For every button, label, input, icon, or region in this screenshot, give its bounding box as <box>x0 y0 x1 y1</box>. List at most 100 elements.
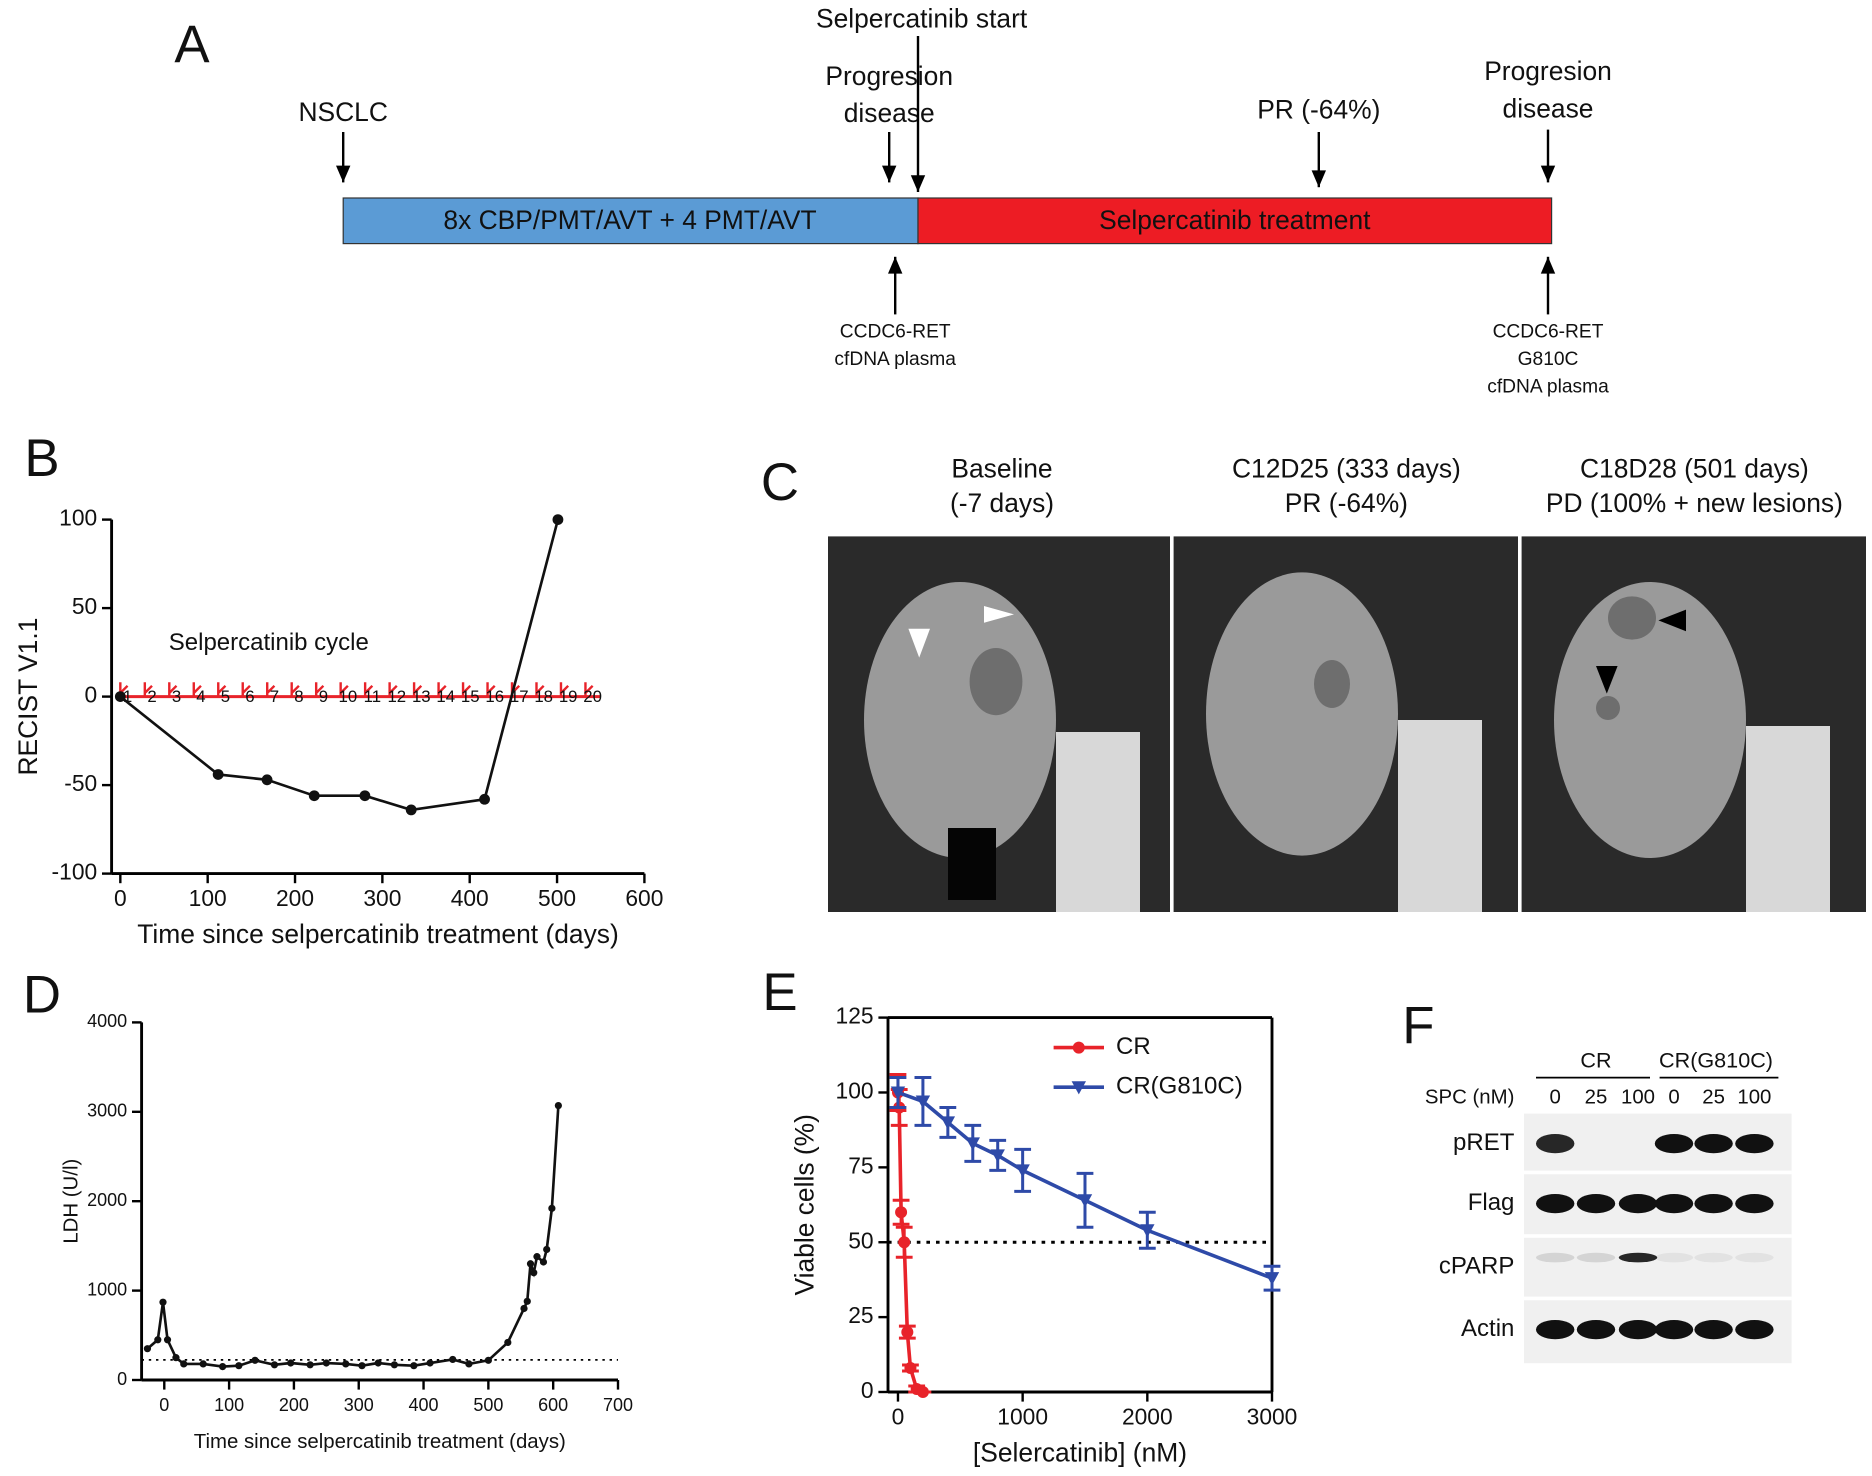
cycle-label: 7 <box>270 687 279 706</box>
event-label: G810C <box>1518 349 1579 370</box>
y-tick-label: 50 <box>848 1227 873 1253</box>
cycle-label: 6 <box>245 687 254 706</box>
phase-bar <box>342 197 919 245</box>
data-point <box>539 1258 548 1266</box>
cycle-label: 8 <box>294 687 303 706</box>
x-tick-label: 400 <box>409 1395 439 1415</box>
data-point <box>901 1326 914 1339</box>
arrow-head <box>1540 256 1556 274</box>
cycle-marker <box>461 682 472 697</box>
blot-band <box>1618 1252 1658 1263</box>
data-point <box>552 514 564 525</box>
row-label: Actin <box>1461 1315 1514 1342</box>
data-point <box>449 1355 457 1364</box>
x-tick-label: 0 <box>114 885 127 911</box>
phase-bar <box>917 197 1553 245</box>
cycle-label: 18 <box>534 687 553 706</box>
panel-label: E <box>762 963 797 1022</box>
data-point <box>270 1361 279 1369</box>
blot-band <box>1654 1194 1694 1214</box>
x-axis-label: Time since selpercatinib treatment (days… <box>137 919 619 949</box>
blot-band <box>1618 1320 1658 1340</box>
data-point <box>1015 1164 1030 1178</box>
cycle-marker <box>388 682 398 697</box>
arrow-head <box>336 165 351 183</box>
data-point <box>154 1336 162 1344</box>
data-point <box>159 1298 167 1306</box>
data-point <box>895 1206 908 1219</box>
x-tick-label: 2000 <box>1122 1403 1173 1429</box>
data-point <box>199 1360 207 1368</box>
data-point <box>533 1253 541 1261</box>
panel-label: D <box>23 965 61 1024</box>
cycle-label: 19 <box>559 687 578 706</box>
cycle-label: 4 <box>196 687 205 706</box>
legend-marker <box>1072 1041 1085 1054</box>
data-point <box>990 1149 1005 1163</box>
x-tick-label: 500 <box>538 885 576 911</box>
data-point <box>358 1362 366 1370</box>
data-point <box>940 1116 956 1130</box>
data-point <box>520 1304 528 1313</box>
cycle-label: 14 <box>436 687 455 706</box>
scan-title: C12D25 (333 days) <box>1232 453 1461 483</box>
event-label: NSCLC <box>298 97 387 127</box>
data-point <box>306 1361 314 1369</box>
cycle-label: 10 <box>339 687 358 706</box>
y-tick-label: 0 <box>861 1377 874 1403</box>
y-tick-label: 4000 <box>87 1011 127 1031</box>
ct-anatomy <box>864 572 1830 912</box>
data-point <box>390 1361 398 1369</box>
blot-band <box>1735 1134 1774 1154</box>
x-tick-label: 600 <box>625 885 663 911</box>
series-line <box>119 519 560 812</box>
x-tick-label: 1000 <box>997 1403 1048 1429</box>
cycle-marker <box>584 682 594 697</box>
panel-label: C <box>761 453 799 512</box>
cycle-label: 17 <box>510 687 529 706</box>
data-point <box>890 1086 906 1100</box>
data-point <box>261 774 273 786</box>
y-tick-label: 50 <box>72 593 97 619</box>
cycle-label: 13 <box>412 687 431 706</box>
data-point <box>172 1354 180 1362</box>
blot-band <box>1576 1252 1616 1263</box>
scan-title: (-7 days) <box>950 488 1054 518</box>
data-point <box>287 1359 295 1367</box>
event-label: cfDNA plasma <box>834 349 956 370</box>
data-point <box>548 1204 556 1212</box>
cycle-marker <box>412 682 423 697</box>
legend-label: CR(G810C) <box>1116 1073 1243 1100</box>
x-axis-label: [Selercatinib] (nM) <box>973 1437 1187 1467</box>
x-tick-label: 0 <box>892 1403 905 1429</box>
dose: 25 <box>1702 1086 1725 1108</box>
chart: E 0 25 50 75 100 125 0 1000 2000 3000 [Selercatinib… <box>762 963 1297 1467</box>
blot-band <box>1536 1320 1575 1340</box>
event-label: disease <box>1503 93 1594 123</box>
data-point <box>322 1359 330 1367</box>
x-axis-label: Time since selpercatinib treatment (days… <box>194 1431 566 1453</box>
dose: 25 <box>1585 1086 1608 1108</box>
data-point <box>235 1362 243 1370</box>
x-tick-label: 600 <box>538 1395 568 1415</box>
cycle-label: 1 <box>123 687 132 706</box>
event-label: CCDC6-RET <box>1493 321 1604 342</box>
dose: 0 <box>1668 1086 1679 1108</box>
y-tick-label: -50 <box>64 770 97 796</box>
cycle-marker <box>217 682 227 697</box>
blot-band <box>1536 1194 1575 1214</box>
data-point <box>1077 1194 1093 1208</box>
data-point <box>308 790 320 802</box>
blot-band <box>1576 1194 1616 1214</box>
row-label: cPARP <box>1439 1253 1515 1280</box>
annotation: Selpercatinib cycle <box>169 629 369 656</box>
data-point <box>898 1236 911 1249</box>
dose: 100 <box>1621 1086 1655 1108</box>
dose: 100 <box>1737 1086 1771 1108</box>
blot-band <box>1654 1134 1694 1154</box>
data-point <box>251 1356 259 1364</box>
y-tick-label: 2000 <box>87 1190 127 1210</box>
x-tick-label: 100 <box>189 885 227 911</box>
cycle-marker <box>168 682 178 697</box>
